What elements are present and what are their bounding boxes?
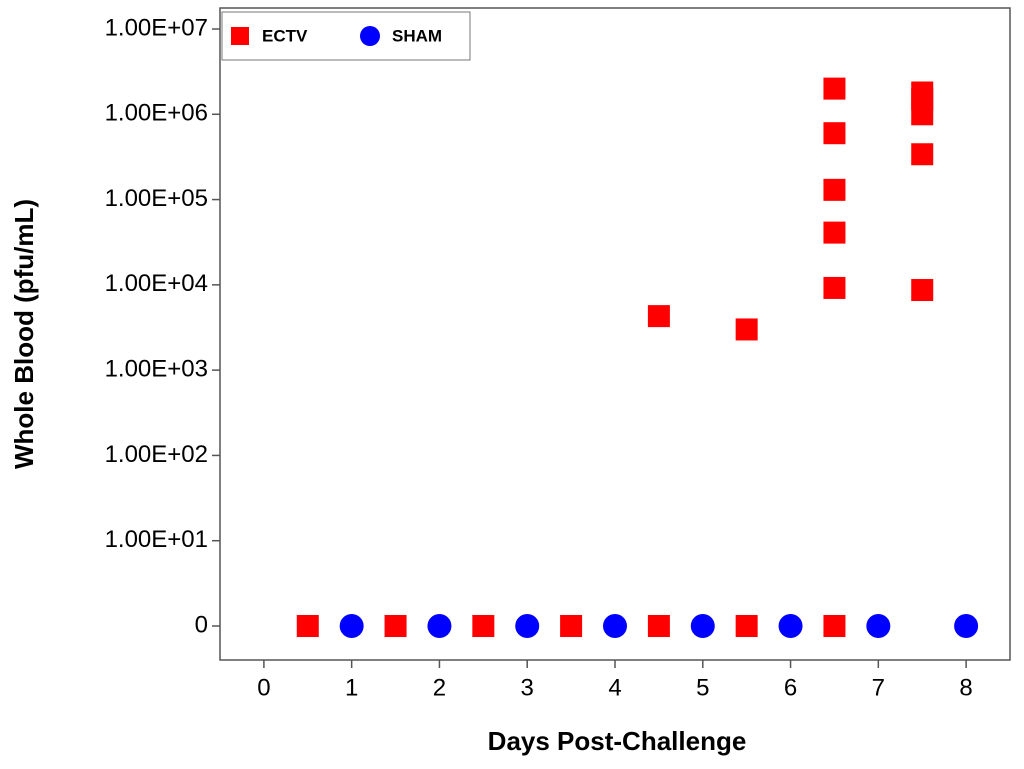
x-tick-label: 2 (433, 674, 446, 701)
data-point (427, 614, 452, 638)
data-point (647, 305, 670, 328)
x-tick-label: 3 (521, 674, 534, 701)
data-point (911, 279, 934, 302)
plot-frame (219, 7, 1011, 661)
y-tick-label: 1.00E+06 (105, 100, 208, 127)
data-point (911, 81, 934, 104)
data-point (911, 143, 934, 166)
x-tick-label: 1 (345, 674, 358, 701)
data-point (296, 615, 319, 637)
legend-box (221, 11, 471, 61)
x-tick-label: 4 (608, 674, 621, 701)
y-tick-label: 1.00E+03 (105, 355, 208, 382)
y-tick-label: 1.00E+04 (105, 270, 208, 297)
data-point (866, 614, 891, 638)
data-point (823, 276, 846, 299)
y-tick-label: 0 (195, 611, 208, 638)
data-point (823, 221, 846, 244)
y-tick-label: 1.00E+02 (105, 441, 208, 468)
y-axis-label: Whole Blood (pfu/mL) (9, 199, 39, 469)
legend-marker (231, 27, 249, 45)
data-point (778, 614, 803, 638)
data-point (647, 615, 670, 637)
data-point (472, 615, 495, 637)
data-point (690, 614, 715, 638)
legend-marker (360, 26, 380, 46)
x-tick-label: 5 (696, 674, 709, 701)
data-point (823, 77, 846, 100)
x-tick-label: 7 (872, 674, 885, 701)
data-point (735, 318, 758, 341)
data-point (515, 614, 540, 638)
x-axis-label: Days Post-Challenge (488, 726, 747, 756)
x-tick-label: 0 (257, 674, 270, 701)
x-tick-label: 8 (959, 674, 972, 701)
data-point (954, 614, 979, 638)
y-tick-label: 1.00E+07 (105, 14, 208, 41)
x-tick-label: 6 (784, 674, 797, 701)
data-point (384, 615, 407, 637)
y-tick-label: 1.00E+01 (105, 526, 208, 553)
legend-label: ECTV (262, 26, 308, 45)
data-point (560, 615, 583, 637)
data-point (823, 178, 846, 201)
data-point (603, 614, 627, 638)
legend-label: SHAM (392, 26, 442, 45)
data-point (735, 615, 758, 637)
y-tick-label: 1.00E+05 (105, 185, 208, 212)
data-point (823, 615, 846, 637)
data-point (823, 122, 846, 145)
data-point (339, 614, 364, 638)
